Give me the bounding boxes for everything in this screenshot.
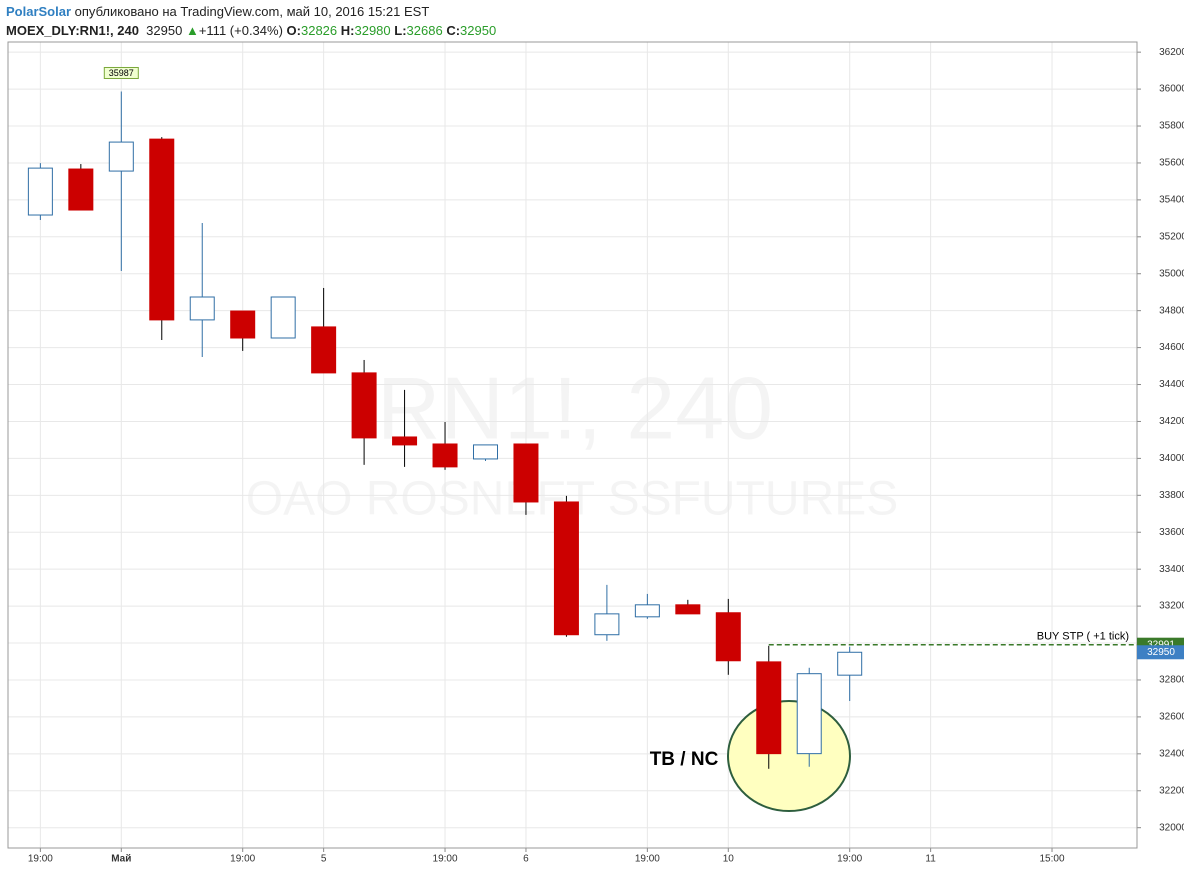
x-tick-label: 19:00: [635, 854, 660, 865]
o: 32826: [300, 23, 338, 38]
candle-body: [392, 436, 418, 446]
candle-body: [351, 372, 377, 439]
candle-body: [432, 443, 458, 468]
candle-body: [634, 604, 660, 618]
y-tick-label: 35800: [1159, 121, 1184, 132]
y-tick-label: 33200: [1159, 601, 1184, 612]
y-tick-label: 32200: [1159, 785, 1184, 796]
header-line: PolarSolar опубликовано на TradingView.c…: [6, 2, 496, 21]
candle-body: [27, 167, 53, 216]
y-tick-label: 35400: [1159, 195, 1184, 206]
x-tick-label: 15:00: [1040, 854, 1065, 865]
plot-border: [7, 41, 1138, 849]
o-label: O:: [286, 23, 301, 38]
x-tick-label: 6: [523, 854, 529, 865]
candle-body: [715, 612, 741, 662]
note-circle: [726, 700, 851, 812]
y-tick-label: 36000: [1159, 84, 1184, 95]
c-label: C:: [446, 23, 461, 38]
candle-body: [675, 604, 701, 615]
candle-body: [796, 673, 822, 755]
x-tick-label: 11: [925, 854, 936, 865]
x-tick-label: 5: [321, 854, 327, 865]
y-tick-label: 32400: [1159, 748, 1184, 759]
candle-body: [149, 138, 175, 321]
x-tick-label: 19:00: [837, 854, 862, 865]
header: PolarSolar опубликовано на TradingView.c…: [6, 2, 496, 40]
change: +111 (+0.34%): [198, 23, 283, 38]
candle-body: [513, 443, 539, 503]
y-tick-label: 35000: [1159, 268, 1184, 279]
x-tick-label: Май: [111, 854, 131, 865]
y-tick-label: 33800: [1159, 490, 1184, 501]
y-tick-label: 34000: [1159, 453, 1184, 464]
candle-body: [837, 651, 863, 676]
note-text: TB / NC: [650, 749, 719, 770]
candle-body: [270, 296, 296, 339]
last-price: 32950: [1147, 647, 1175, 658]
stop-label: BUY STP ( +1 tick): [1037, 631, 1129, 643]
candle-body: [108, 141, 134, 172]
candle-body: [189, 296, 215, 321]
candle-body: [311, 326, 337, 374]
y-tick-label: 35200: [1159, 231, 1184, 242]
h-label: H:: [340, 23, 355, 38]
l: 32686: [406, 23, 443, 38]
x-tick-label: 10: [723, 854, 735, 865]
published: опубликовано на TradingView.com, май 10,…: [74, 4, 430, 19]
symbol: MOEX_DLY:RN1!, 240: [6, 23, 139, 38]
candle-body: [553, 501, 579, 636]
candle-body: [756, 661, 782, 755]
stop-tag-label: 32991: [1147, 639, 1175, 650]
y-tick-label: 33600: [1159, 527, 1184, 538]
arrow: ▲: [185, 23, 199, 38]
y-tick-label: 32600: [1159, 712, 1184, 723]
author[interactable]: PolarSolar: [6, 4, 72, 19]
candle-body: [594, 613, 620, 636]
y-tick-label: 32800: [1159, 675, 1184, 686]
x-tick-label: 19:00: [433, 854, 458, 865]
high-marker: 35987: [109, 68, 134, 78]
c: 32950: [460, 23, 497, 38]
high-marker-box: [103, 66, 139, 79]
y-tick-label: 32000: [1159, 822, 1184, 833]
candle-body: [68, 168, 94, 211]
y-tick-label: 34200: [1159, 416, 1184, 427]
h: 32980: [354, 23, 391, 38]
candle-body: [230, 310, 256, 339]
y-tick-label: 35600: [1159, 158, 1184, 169]
y-tick-label: 33400: [1159, 564, 1184, 575]
y-tick-label: 34400: [1159, 379, 1184, 390]
last: 32950: [146, 23, 183, 38]
candle-body: [472, 444, 498, 460]
header-line: MOEX_DLY:RN1!, 240 32950 ▲+111 (+0.34%) …: [6, 21, 496, 40]
x-tick-label: 19:00: [230, 854, 255, 865]
watermark: RN1!, 240: [377, 358, 773, 457]
x-tick-label: 19:00: [28, 854, 53, 865]
l-label: L:: [394, 23, 407, 38]
last-price-tag: [1137, 645, 1184, 660]
y-tick-label: 36200: [1159, 47, 1184, 58]
y-tick-label: 34600: [1159, 342, 1184, 353]
y-tick-label: 34800: [1159, 305, 1184, 316]
